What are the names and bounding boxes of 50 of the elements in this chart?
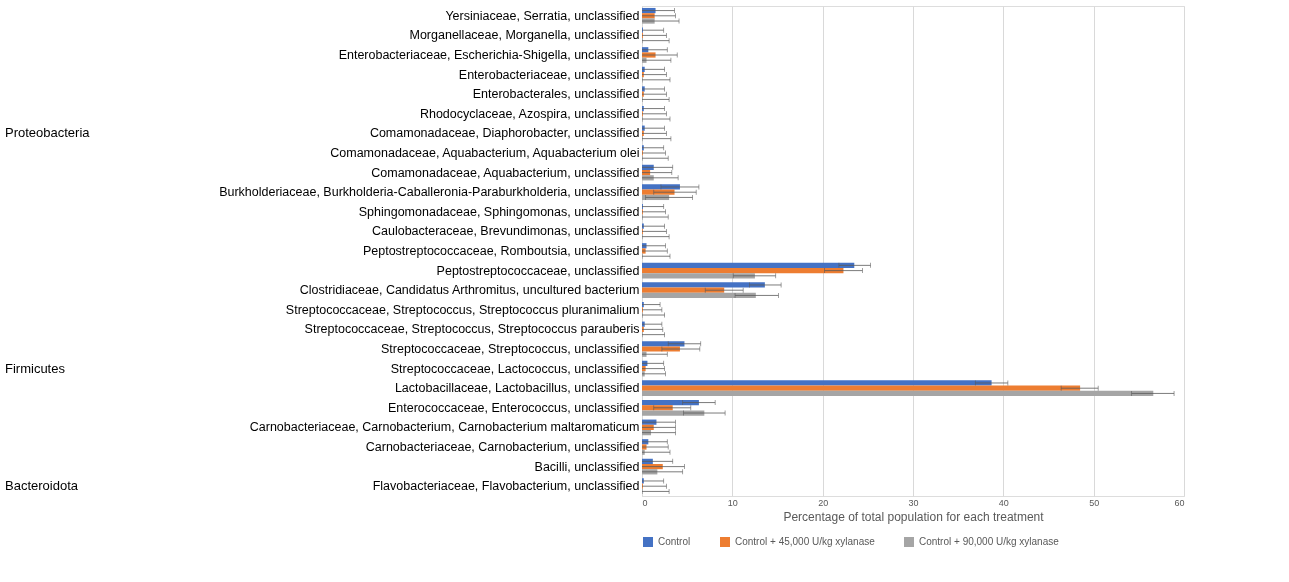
- bar: [642, 390, 1154, 397]
- y-tick-label: Carnobacteriaceae, Carnobacterium, unclassified: [365, 440, 640, 454]
- bar: [642, 341, 685, 347]
- x-tick-label: 0: [642, 497, 648, 508]
- y-tick-label: Streptococcaceae, Streptococcus, Streptococcus parauberis: [304, 322, 640, 337]
- text: Firmicutes: [5, 360, 66, 376]
- y-tick-label: Enterococcaceae, Enterococcus, unclassified: [387, 400, 640, 415]
- x-axis-title: Percentage of total population for each treatment: [783, 509, 1045, 524]
- y-tick-label: Yersiniaceae, Serratia, unclassified: [445, 8, 640, 23]
- y-tick-label: Rhodocyclaceae, Azospira, unclassified: [419, 106, 640, 121]
- bar: [642, 282, 765, 288]
- bar: [642, 399, 699, 406]
- y-tick-label: Clostridiaceae, Candidatus Arthromitus, uncultured bacterium: [299, 283, 640, 298]
- y-tick-label: Enterobacteriaceae, unclassified: [458, 67, 640, 82]
- y-tick-label: Carnobacteriaceae, Carnobacterium, Carnobacterium maltaromaticum: [249, 420, 640, 435]
- x-tick-label: 50: [1089, 497, 1100, 508]
- y-tick-label: Enterobacterales, unclassified: [472, 87, 640, 102]
- y-tick-label: Morganellaceae, Morganella, unclassified: [409, 28, 640, 43]
- legend-label: Control + 90,000 U/kg xylanase: [919, 536, 1060, 547]
- y-tick-label: Peptostreptococcaceae, unclassified: [436, 263, 640, 278]
- legend-label: Control: [658, 536, 691, 547]
- y-tick-label: Bacilli, unclassified: [534, 459, 640, 474]
- bar: [642, 385, 1081, 391]
- y-tick-label: Caulobacteraceae, Brevundimonas, unclassified: [371, 224, 640, 239]
- y-tick-label: Burkholderiaceae, Burkholderia-Caballeronia-Paraburkholderia, unclassified: [219, 185, 640, 200]
- bar: [642, 380, 992, 386]
- y-tick-label: Lactobacillaceae, Lactobacillus, unclassified: [394, 381, 640, 396]
- x-tick-label: 40: [998, 497, 1009, 508]
- bar: [642, 292, 756, 299]
- bar: [642, 262, 855, 268]
- y-tick-label: Streptococcaceae, Lactococcus, unclassified: [390, 361, 640, 376]
- bar: [642, 287, 725, 293]
- y-tick-label: Sphingomonadaceae, Sphingomonas, unclassified: [358, 204, 640, 219]
- text: Bacteroidota: [5, 478, 79, 494]
- x-tick-label: 30: [908, 497, 919, 508]
- text: Proteobacteria: [5, 125, 91, 141]
- x-tick-label: 10: [727, 497, 738, 508]
- bar: [642, 267, 844, 274]
- legend-label: Control + 45,000 U/kg xylanase: [735, 536, 876, 547]
- y-tick-label: Flavobacteriaceae, Flavobacterium, unclassified: [372, 479, 640, 494]
- y-tick-label: Comamonadaceae, Aquabacterium, unclassified: [371, 165, 640, 180]
- y-tick-label: Peptostreptococcaceae, Romboutsia, unclassified: [362, 244, 640, 258]
- x-tick-label: 60: [1174, 497, 1185, 508]
- y-tick-label: Streptococcaceae, Streptococcus, Streptococcus pluranimalium: [285, 302, 640, 317]
- y-tick-label: Enterobacteriaceae, Escherichia-Shigella, unclassified: [338, 48, 640, 62]
- y-tick-label: Comamonadaceae, Diaphorobacter, unclassified: [369, 126, 640, 141]
- x-tick-label: 20: [818, 497, 829, 508]
- y-tick-label: Streptococcaceae, Streptococcus, unclassified: [381, 342, 640, 356]
- bar: [642, 273, 755, 279]
- y-tick-label: Comamonadaceae, Aquabacterium, Aquabacterium olei: [330, 146, 640, 160]
